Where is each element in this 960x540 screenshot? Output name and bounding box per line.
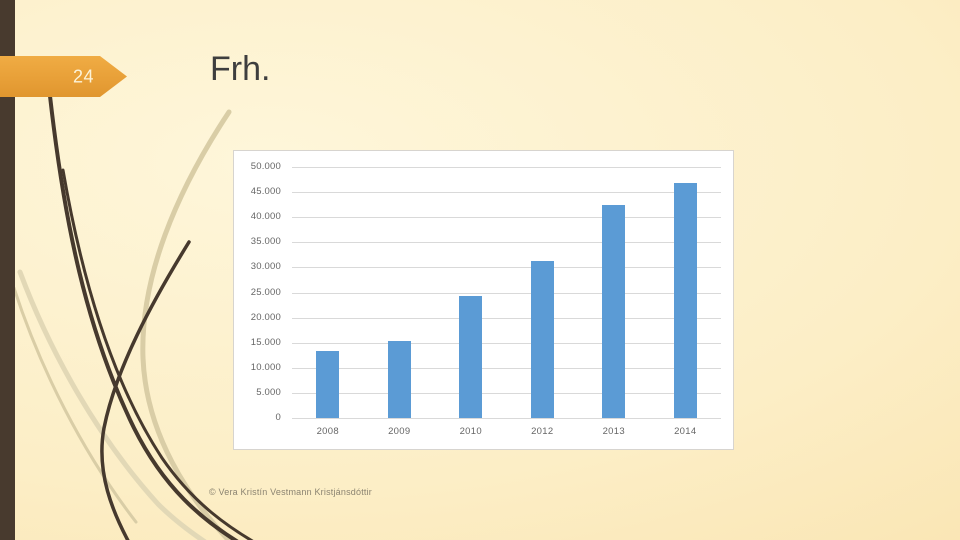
y-axis-tick-label: 20.000 xyxy=(250,311,281,323)
chart-plot-area: 0 5.000 10.000 15.000 20.000 25.000 30.000 35.0… xyxy=(234,151,733,449)
gridline xyxy=(292,342,721,344)
copyright-footer: © Vera Kristín Vestmann Kristjánsdóttir xyxy=(209,487,372,497)
gridline xyxy=(292,192,721,194)
bar-2012 xyxy=(530,260,554,418)
y-axis-tick-label: 35.000 xyxy=(250,236,281,248)
y-axis-tick-label: 0 xyxy=(275,412,281,423)
gridline xyxy=(292,217,721,219)
x-axis-tick-label: 2014 xyxy=(674,426,697,437)
y-axis-tick-label: 10.000 xyxy=(250,361,281,373)
gridline xyxy=(292,418,721,419)
y-axis-tick-label: 25.000 xyxy=(250,286,281,298)
y-axis-tick-label: 45.000 xyxy=(250,186,281,198)
bar-2010 xyxy=(459,295,483,418)
slide-title: Frh. xyxy=(210,50,271,88)
y-axis-tick-label: 15.000 xyxy=(250,336,281,348)
x-axis-tick-label: 2009 xyxy=(388,426,411,437)
gridline xyxy=(292,367,721,369)
page-number-badge: 24 xyxy=(0,56,127,97)
gridline xyxy=(292,242,721,244)
gridline xyxy=(292,167,721,168)
x-axis-tick-label: 2008 xyxy=(316,426,339,437)
gridline xyxy=(292,267,721,269)
y-axis-tick-label: 50.000 xyxy=(250,161,281,172)
bar-2009 xyxy=(387,341,411,418)
bar-2014 xyxy=(673,183,697,418)
bar-2013 xyxy=(602,204,626,418)
gridline xyxy=(292,292,721,294)
y-axis-tick-label: 40.000 xyxy=(250,211,281,223)
gridline xyxy=(292,392,721,394)
bar-chart: 0 5.000 10.000 15.000 20.000 25.000 30.000 35.0… xyxy=(233,150,734,450)
x-axis-tick-label: 2010 xyxy=(459,426,482,437)
bar-2008 xyxy=(316,351,340,418)
page-number: 24 xyxy=(73,66,95,86)
y-axis-tick-label: 5.000 xyxy=(256,386,281,398)
y-axis-tick-label: 30.000 xyxy=(250,261,281,273)
gridline xyxy=(292,317,721,319)
left-accent-bar xyxy=(0,0,15,540)
x-axis-tick-label: 2012 xyxy=(531,426,554,437)
x-axis-tick-label: 2013 xyxy=(602,426,625,437)
